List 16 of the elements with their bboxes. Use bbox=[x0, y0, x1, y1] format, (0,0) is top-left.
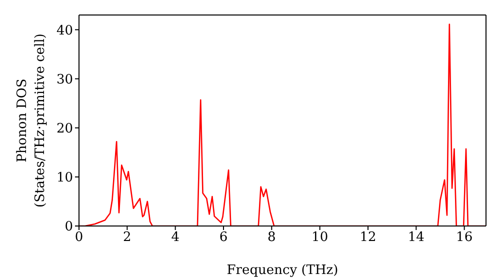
y-tick-label: 10 bbox=[56, 170, 73, 186]
y-tick-label: 0 bbox=[64, 220, 73, 235]
x-tick-label: 16 bbox=[456, 230, 473, 246]
x-tick-label: 14 bbox=[408, 230, 424, 246]
x-tick-label: 10 bbox=[312, 230, 328, 246]
y-axis-title: Phonon DOS (States/THz·primitive cell) bbox=[15, 33, 48, 208]
y-tick-label: 20 bbox=[56, 121, 73, 136]
y-tick-label: 40 bbox=[56, 23, 73, 38]
x-tick-label: 8 bbox=[268, 230, 276, 246]
y-tick-label: 30 bbox=[56, 72, 73, 88]
x-tick-label: 2 bbox=[123, 230, 132, 246]
x-tick-label: 4 bbox=[171, 230, 180, 246]
x-tick-label: 12 bbox=[360, 230, 376, 246]
x-axis-title: Frequency (THz) bbox=[226, 263, 338, 278]
x-tick-label: 6 bbox=[219, 230, 228, 246]
x-tick-label: 0 bbox=[74, 230, 84, 246]
